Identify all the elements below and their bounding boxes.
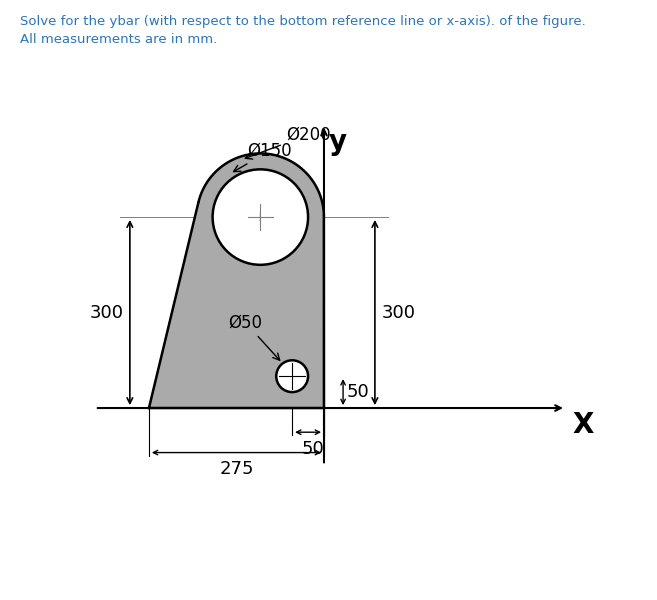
- Text: 300: 300: [381, 304, 415, 322]
- Text: 50: 50: [302, 440, 325, 458]
- Polygon shape: [149, 154, 324, 408]
- Text: Ø150: Ø150: [233, 142, 292, 172]
- Circle shape: [213, 169, 308, 265]
- Circle shape: [276, 360, 308, 392]
- Text: y: y: [329, 128, 347, 156]
- Text: 275: 275: [219, 460, 254, 478]
- Text: Ø200: Ø200: [245, 126, 330, 159]
- Text: +: +: [255, 211, 265, 224]
- Text: 300: 300: [89, 304, 124, 322]
- Text: Solve for the ybar (with respect to the bottom reference line or x-axis). of the: Solve for the ybar (with respect to the …: [20, 15, 585, 28]
- Text: 50: 50: [346, 383, 369, 401]
- Text: Ø50: Ø50: [229, 314, 280, 360]
- Text: All measurements are in mm.: All measurements are in mm.: [20, 33, 217, 46]
- Text: X: X: [572, 411, 593, 439]
